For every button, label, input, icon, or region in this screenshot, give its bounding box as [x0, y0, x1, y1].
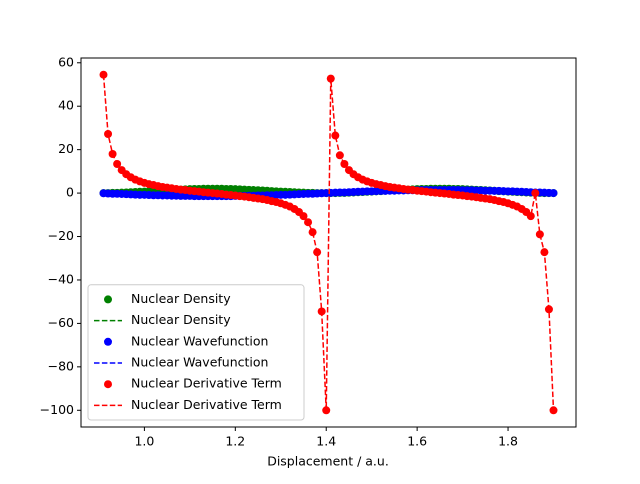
point	[299, 212, 308, 221]
x-tick-label: 1.8	[498, 434, 518, 449]
legend-label: Nuclear Wavefunction	[131, 333, 268, 348]
point	[535, 230, 544, 239]
point	[317, 307, 326, 316]
point	[326, 74, 335, 83]
point	[340, 159, 349, 168]
y-tick-label: −80	[48, 358, 74, 373]
x-tick-label: 1.0	[134, 434, 154, 449]
y-tick-label: −40	[48, 271, 74, 286]
point	[104, 130, 113, 139]
y-tick-label: 60	[58, 54, 74, 69]
point	[308, 228, 317, 237]
point	[549, 189, 558, 198]
point	[322, 406, 331, 415]
legend-marker	[104, 295, 112, 304]
x-tick-label: 1.2	[225, 434, 245, 449]
legend-label: Nuclear Derivative Term	[131, 376, 282, 391]
point	[531, 189, 540, 198]
point	[335, 151, 344, 160]
point	[108, 149, 117, 158]
point	[549, 406, 558, 415]
legend-marker	[104, 337, 112, 346]
axes-frame	[80, 57, 577, 428]
point	[313, 248, 322, 257]
x-tick-label: 1.6	[407, 434, 427, 449]
legend-label: Nuclear Density	[131, 312, 231, 327]
y-tick-label: −60	[48, 315, 74, 330]
y-tick-label: 20	[58, 141, 74, 156]
legend-label: Nuclear Wavefunction	[131, 355, 268, 370]
x-tick-label: 1.4	[316, 434, 336, 449]
plot-area	[99, 70, 558, 415]
y-tick-label: −20	[48, 228, 74, 243]
x-axis-label: Displacement / a.u.	[267, 454, 389, 469]
y-tick-label: 0	[66, 185, 74, 200]
legend-label: Nuclear Derivative Term	[131, 397, 282, 412]
legend-marker	[104, 380, 112, 389]
y-tick-label: 40	[58, 98, 74, 113]
point	[99, 70, 108, 79]
point	[540, 248, 549, 257]
legend-box	[87, 284, 305, 421]
point	[331, 131, 340, 140]
y-tick-label: −100	[40, 402, 74, 417]
point	[526, 212, 535, 221]
point	[544, 305, 553, 314]
point	[304, 218, 313, 227]
point	[113, 159, 122, 168]
legend-label: Nuclear Density	[131, 291, 231, 306]
